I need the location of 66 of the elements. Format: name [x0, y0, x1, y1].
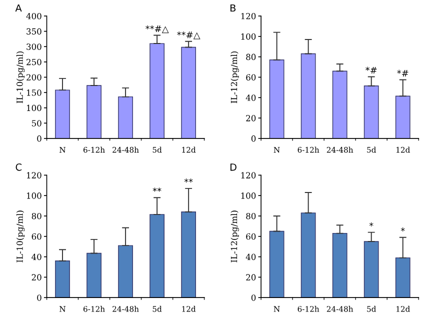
bar	[269, 60, 284, 138]
annotation: *#	[366, 66, 377, 74]
chart-title: D	[230, 164, 236, 171]
annotation: **#△	[177, 31, 200, 40]
y-tick-label: 100	[27, 192, 42, 199]
bar	[55, 90, 70, 138]
y-tick-label: 0	[251, 294, 256, 301]
bar	[150, 43, 164, 138]
bar	[300, 212, 316, 298]
y-axis-title: IL-12(pg/ml)	[230, 210, 239, 262]
y-tick-label: 50	[32, 120, 42, 126]
y-tick-label: 80	[246, 54, 256, 60]
y-tick-label: 300	[26, 44, 42, 50]
y-tick-label: 0	[37, 294, 42, 301]
annotation: **	[152, 188, 162, 192]
bar	[86, 85, 102, 138]
bar	[395, 96, 410, 138]
y-tick-label: 20	[32, 274, 42, 280]
bar	[364, 86, 379, 138]
annotation: *	[369, 222, 374, 226]
y-tick-label: 400	[26, 12, 42, 20]
bar	[395, 257, 410, 298]
bar	[118, 96, 133, 138]
chart-title: C	[16, 163, 22, 171]
y-tick-label: 20	[246, 115, 256, 122]
annotation: *#	[397, 70, 408, 76]
bar	[181, 212, 196, 298]
bar	[86, 252, 102, 298]
annotation: **#△	[146, 25, 169, 34]
bar	[269, 230, 284, 298]
y-tick-label: 350	[26, 28, 42, 35]
y-tick-label: 250	[26, 58, 42, 66]
y-tick-label: 40	[246, 254, 256, 260]
bar	[181, 46, 196, 138]
y-tick-label: 120	[241, 172, 256, 178]
y-tick-label: 100	[241, 192, 256, 199]
bar	[300, 53, 316, 138]
y-tick-label: 40	[246, 94, 256, 101]
annotation: *	[400, 227, 405, 232]
y-tick-label: 100	[241, 33, 256, 40]
bar	[55, 260, 70, 298]
bar	[332, 232, 348, 298]
y-tick-label: 200	[26, 74, 42, 80]
bar	[118, 245, 133, 298]
bar	[332, 70, 348, 138]
y-tick-label: 40	[32, 254, 42, 260]
y-tick-label: 150	[27, 90, 42, 96]
y-tick-label: 120	[241, 12, 256, 20]
chart-title: A	[15, 4, 22, 12]
y-tick-label: 80	[246, 212, 256, 220]
bar	[364, 241, 379, 298]
chart-title: B	[230, 4, 236, 12]
annotation: **	[184, 178, 193, 183]
y-axis-title: IL-12(pg/ml)	[230, 51, 239, 104]
y-axis-title: IL-10(pg/ml)	[16, 51, 25, 104]
y-tick-label: 100	[27, 104, 42, 112]
y-tick-label: 80	[32, 212, 42, 220]
bar	[150, 214, 164, 298]
y-tick-label: 60	[32, 233, 42, 240]
y-tick-label: 60	[246, 74, 256, 80]
y-tick-label: 60	[246, 233, 256, 240]
y-tick-label: 0	[251, 135, 256, 142]
y-axis-title: IL-10(pg/ml)	[16, 210, 25, 262]
y-tick-label: 120	[27, 172, 42, 178]
y-tick-label: 20	[246, 274, 256, 280]
y-tick-label: 0	[37, 135, 42, 142]
